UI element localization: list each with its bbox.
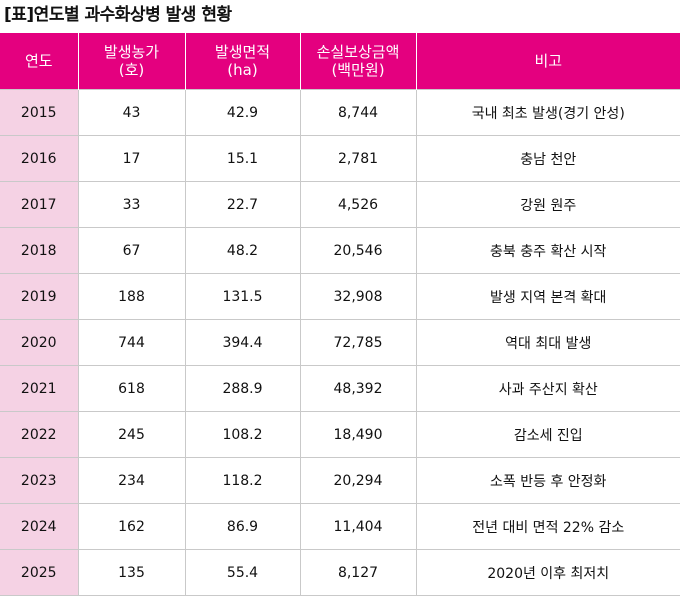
area-cell: 86.9 xyxy=(184,503,300,550)
header-farms: 발생농가 (호) xyxy=(77,33,185,90)
compensation-cell: 32,908 xyxy=(299,273,416,320)
area-cell: 42.9 xyxy=(184,89,300,136)
table-row: 2021 618 288.9 48,392 사과 주산지 확산 xyxy=(0,365,680,412)
compensation-cell: 18,490 xyxy=(299,411,416,458)
year-cell: 2022 xyxy=(0,411,78,458)
year-cell: 2018 xyxy=(0,227,78,274)
table-row: 2015 43 42.9 8,744 국내 최초 발생(경기 안성) xyxy=(0,89,680,136)
note-cell: 발생 지역 본격 확대 xyxy=(415,273,680,320)
area-cell: 118.2 xyxy=(184,457,300,504)
table-row: 2016 17 15.1 2,781 충남 천안 xyxy=(0,135,680,182)
area-cell: 131.5 xyxy=(184,273,300,320)
area-cell: 55.4 xyxy=(184,549,300,596)
compensation-cell: 48,392 xyxy=(299,365,416,412)
note-cell: 감소세 진입 xyxy=(415,411,680,458)
fire-blight-table: 연도 발생농가 (호) 발생면적 (ha) 손실보상금액 (백만원) 비고 2015 4… xyxy=(0,33,680,596)
note-cell: 소폭 반등 후 안정화 xyxy=(415,457,680,504)
note-cell: 2020년 이후 최저치 xyxy=(415,549,680,596)
header-note: 비고 xyxy=(415,33,680,90)
header-compensation: 손실보상금액 (백만원) xyxy=(299,33,416,90)
table-row: 2024 162 86.9 11,404 전년 대비 면적 22% 감소 xyxy=(0,503,680,550)
year-cell: 2015 xyxy=(0,89,78,136)
compensation-cell: 2,781 xyxy=(299,135,416,182)
table-row: 2022 245 108.2 18,490 감소세 진입 xyxy=(0,411,680,458)
table-title: [표]연도별 과수화상병 발생 현황 xyxy=(4,5,232,25)
note-cell: 국내 최초 발생(경기 안성) xyxy=(415,89,680,136)
area-cell: 394.4 xyxy=(184,319,300,366)
note-cell: 충남 천안 xyxy=(415,135,680,182)
farms-cell: 245 xyxy=(77,411,185,458)
header-year: 연도 xyxy=(0,33,78,90)
table-row: 2018 67 48.2 20,546 충북 충주 확산 시작 xyxy=(0,227,680,274)
header-row: 연도 발생농가 (호) 발생면적 (ha) 손실보상금액 (백만원) 비고 xyxy=(0,33,680,90)
farms-cell: 67 xyxy=(77,227,185,274)
compensation-cell: 72,785 xyxy=(299,319,416,366)
compensation-cell: 4,526 xyxy=(299,181,416,228)
table-row: 2025 135 55.4 8,127 2020년 이후 최저치 xyxy=(0,549,680,596)
year-cell: 2019 xyxy=(0,273,78,320)
note-cell: 강원 원주 xyxy=(415,181,680,228)
year-cell: 2016 xyxy=(0,135,78,182)
farms-cell: 234 xyxy=(77,457,185,504)
farms-cell: 135 xyxy=(77,549,185,596)
farms-cell: 33 xyxy=(77,181,185,228)
note-cell: 사과 주산지 확산 xyxy=(415,365,680,412)
table-row: 2017 33 22.7 4,526 강원 원주 xyxy=(0,181,680,228)
area-cell: 288.9 xyxy=(184,365,300,412)
compensation-cell: 11,404 xyxy=(299,503,416,550)
compensation-cell: 20,294 xyxy=(299,457,416,504)
note-cell: 전년 대비 면적 22% 감소 xyxy=(415,503,680,550)
area-cell: 48.2 xyxy=(184,227,300,274)
farms-cell: 17 xyxy=(77,135,185,182)
year-cell: 2024 xyxy=(0,503,78,550)
farms-cell: 43 xyxy=(77,89,185,136)
header-area: 발생면적 (ha) xyxy=(184,33,300,90)
note-cell: 역대 최대 발생 xyxy=(415,319,680,366)
area-cell: 15.1 xyxy=(184,135,300,182)
year-cell: 2023 xyxy=(0,457,78,504)
note-cell: 충북 충주 확산 시작 xyxy=(415,227,680,274)
compensation-cell: 8,744 xyxy=(299,89,416,136)
farms-cell: 618 xyxy=(77,365,185,412)
year-cell: 2021 xyxy=(0,365,78,412)
year-cell: 2017 xyxy=(0,181,78,228)
area-cell: 22.7 xyxy=(184,181,300,228)
area-cell: 108.2 xyxy=(184,411,300,458)
farms-cell: 744 xyxy=(77,319,185,366)
compensation-cell: 8,127 xyxy=(299,549,416,596)
year-cell: 2025 xyxy=(0,549,78,596)
farms-cell: 162 xyxy=(77,503,185,550)
table-row: 2023 234 118.2 20,294 소폭 반등 후 안정화 xyxy=(0,457,680,504)
compensation-cell: 20,546 xyxy=(299,227,416,274)
farms-cell: 188 xyxy=(77,273,185,320)
table-row: 2019 188 131.5 32,908 발생 지역 본격 확대 xyxy=(0,273,680,320)
table-row: 2020 744 394.4 72,785 역대 최대 발생 xyxy=(0,319,680,366)
year-cell: 2020 xyxy=(0,319,78,366)
